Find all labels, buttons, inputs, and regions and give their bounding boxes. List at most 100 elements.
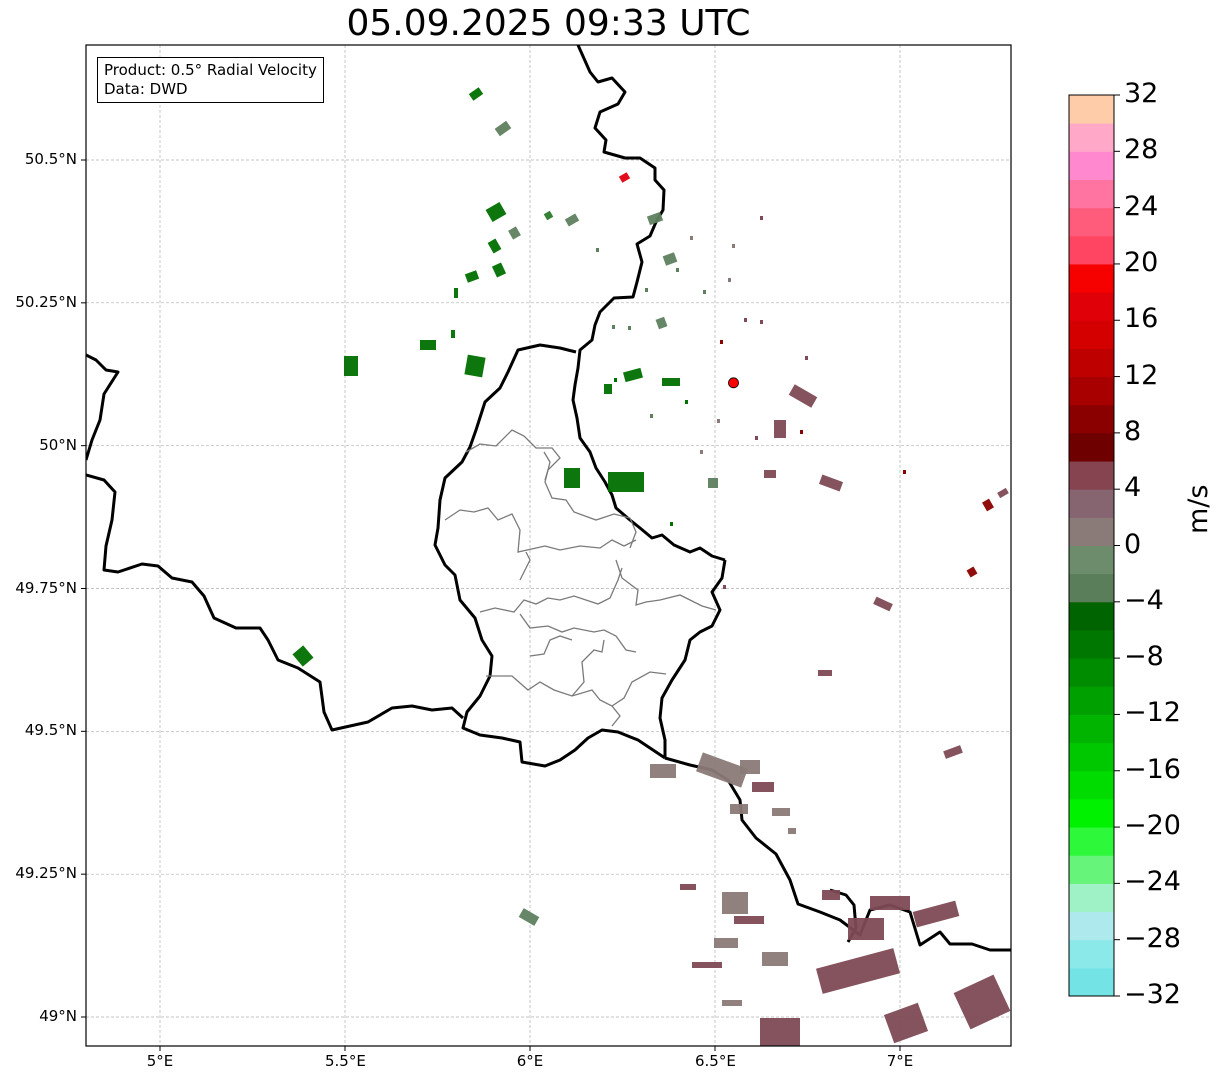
lon-tick-label: 6.5°E <box>695 1052 736 1070</box>
echo-patch <box>870 896 910 910</box>
lat-tick-label: 49.5°N <box>24 721 77 740</box>
product-info-box: Product: 0.5° Radial Velocity Data: DWD <box>97 57 324 103</box>
echo-patch <box>788 384 818 408</box>
colorbar-segment <box>1069 123 1114 152</box>
colorbar-segment <box>1069 686 1114 715</box>
echo-pixel <box>645 288 648 292</box>
echo-patch <box>564 468 580 488</box>
colorbar-segment <box>1069 207 1114 237</box>
colorbar-tick-label: 0 <box>1124 528 1142 560</box>
colorbar-segment <box>1069 263 1114 293</box>
echo-patch <box>464 354 486 378</box>
echo-patch <box>760 1018 800 1046</box>
velocity-colorbar <box>1069 95 1114 997</box>
echo-pixel <box>760 216 763 220</box>
echo-patch <box>680 884 696 890</box>
lon-tick-label: 7°E <box>886 1052 914 1070</box>
germany-belgium-border <box>571 45 726 562</box>
colorbar-segment <box>1069 714 1114 744</box>
colorbar-tick-label: −28 <box>1124 922 1181 954</box>
colorbar-tick-label: −20 <box>1124 810 1181 842</box>
echo-patch <box>696 752 748 788</box>
echo-patch <box>722 1000 742 1006</box>
country-borders <box>86 45 1011 952</box>
echo-patch <box>692 962 722 968</box>
colorbar-segment <box>1069 742 1114 772</box>
echo-patch <box>464 270 480 283</box>
echo-pixel <box>628 326 631 330</box>
colorbar-tick-label: 20 <box>1124 246 1159 278</box>
echo-patch <box>485 201 507 223</box>
echo-pixel <box>670 522 673 526</box>
echo-patch <box>646 211 664 226</box>
lat-tick-label: 49.75°N <box>15 578 77 597</box>
echo-patch <box>608 472 644 492</box>
lon-tick-label: 5°E <box>146 1052 174 1070</box>
colorbar-segment <box>1069 601 1114 631</box>
echo-patch <box>454 288 458 298</box>
echo-pixel <box>755 436 758 440</box>
france-belgium-border <box>86 473 465 732</box>
colorbar-segment <box>1069 911 1114 941</box>
echo-patch <box>655 316 668 330</box>
colorbar-segment <box>1069 320 1114 349</box>
echo-pixel <box>717 419 720 423</box>
colorbar-segment <box>1069 939 1114 969</box>
echo-patch <box>494 120 512 137</box>
echo-patch <box>623 367 643 383</box>
colorbar-segment <box>1069 629 1114 659</box>
echo-patch <box>788 828 796 834</box>
echo-patch <box>491 262 507 278</box>
data-source-label: Data: DWD <box>104 80 188 98</box>
colorbar-segment <box>1069 235 1114 265</box>
echo-pixel <box>612 325 615 329</box>
echo-patch <box>730 804 748 814</box>
lat-tick-label: 49.25°N <box>15 864 77 883</box>
echo-patch <box>518 908 540 926</box>
colorbar-ticks <box>1114 94 1120 997</box>
colorbar-tick-label: −4 <box>1124 584 1164 616</box>
colorbar-segment <box>1069 967 1114 997</box>
echo-patch <box>734 916 764 924</box>
echo-patch <box>752 782 774 792</box>
echo-patch <box>564 213 580 227</box>
colorbar-tick-label: −16 <box>1124 753 1181 785</box>
echo-patch <box>662 378 680 386</box>
lon-tick-label: 5.5°E <box>325 1052 366 1070</box>
lat-tick-label: 50.25°N <box>15 292 77 311</box>
echo-patch <box>883 1002 929 1044</box>
radar-echoes <box>292 87 1011 1046</box>
echo-pixel <box>760 320 763 324</box>
echo-pixel <box>685 400 688 404</box>
colorbar-segment <box>1069 151 1114 180</box>
colorbar-tick-label: 8 <box>1124 415 1142 447</box>
echo-patch <box>344 356 358 376</box>
echo-patch <box>292 645 314 667</box>
echo-patch <box>762 952 788 966</box>
echo-pixel <box>903 470 906 474</box>
colorbar-tick-label: −12 <box>1124 697 1181 729</box>
lat-tick-label: 50°N <box>39 435 77 454</box>
map-title: 05.09.2025 09:33 UTC <box>346 3 751 44</box>
colorbar-unit: m/s <box>1183 484 1214 534</box>
product-label: Product: 0.5° Radial Velocity <box>104 61 317 79</box>
echo-patch <box>953 974 1011 1030</box>
echo-pixel <box>732 244 735 248</box>
colorbar-segment <box>1069 855 1114 884</box>
colorbar-segment <box>1069 798 1114 828</box>
echo-patch <box>966 566 978 578</box>
lat-tick-label: 49°N <box>39 1007 77 1025</box>
echo-patch <box>818 474 844 492</box>
echo-patch <box>722 892 748 914</box>
echo-patch <box>714 938 738 948</box>
map-gridlines <box>86 45 1011 1046</box>
echo-patch <box>708 478 718 488</box>
colorbar-segment <box>1069 658 1114 687</box>
luxembourg-cantons <box>444 429 717 727</box>
colorbar-tick-label: −8 <box>1124 641 1164 673</box>
echo-pixel <box>614 378 617 382</box>
echo-patch <box>543 210 554 221</box>
echo-pixel <box>596 248 599 252</box>
echo-patch <box>508 226 521 240</box>
colorbar-segment <box>1069 432 1114 462</box>
